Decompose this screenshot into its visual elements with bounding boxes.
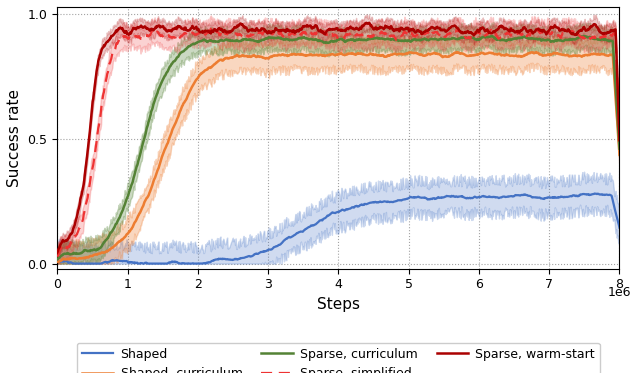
Text: 1e6: 1e6 — [607, 286, 631, 298]
Legend: Shaped, Shaped, curriculum, Sparse, curriculum, Sparse, simplified, Sparse, warm: Shaped, Shaped, curriculum, Sparse, curr… — [77, 343, 600, 373]
Y-axis label: Success rate: Success rate — [7, 89, 22, 187]
X-axis label: Steps: Steps — [317, 297, 360, 312]
